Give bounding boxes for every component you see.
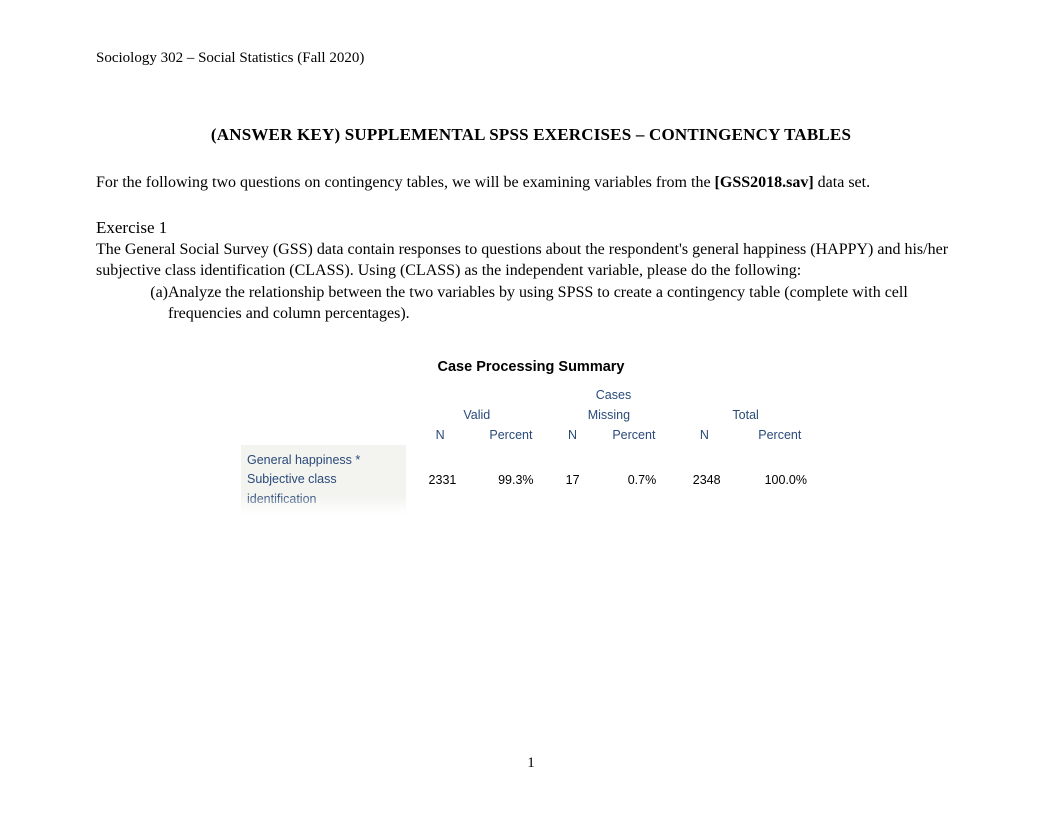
sub-item-text: Analyze the relationship between the two… bbox=[168, 283, 966, 325]
table-group-missing: Missing bbox=[548, 405, 671, 425]
table-col-n: N bbox=[670, 425, 738, 445]
exercise-body: The General Social Survey (GSS) data con… bbox=[96, 240, 966, 325]
document-title: (ANSWER KEY) SUPPLEMENTAL SPSS EXERCISES… bbox=[96, 125, 966, 145]
table-cell: 2348 bbox=[670, 445, 738, 515]
intro-paragraph: For the following two questions on conti… bbox=[96, 173, 966, 194]
page-number: 1 bbox=[0, 755, 1062, 772]
exercise-sub-item: (a) Analyze the relationship between the… bbox=[96, 283, 966, 325]
table-cell: 99.3% bbox=[474, 445, 547, 515]
table-cell: 17 bbox=[548, 445, 598, 515]
table-cell: 0.7% bbox=[598, 445, 671, 515]
table-col-percent: Percent bbox=[474, 425, 547, 445]
table-col-percent: Percent bbox=[739, 425, 821, 445]
page: Sociology 302 – Social Statistics (Fall … bbox=[0, 0, 1062, 822]
exercise-label: Exercise 1 bbox=[96, 218, 966, 238]
course-header: Sociology 302 – Social Statistics (Fall … bbox=[96, 50, 966, 67]
sub-item-marker: (a) bbox=[96, 283, 168, 325]
table-cell: 100.0% bbox=[739, 445, 821, 515]
case-processing-summary-table: Cases Valid Missing Total N Percent N Pe… bbox=[241, 385, 821, 515]
table-group-valid: Valid bbox=[406, 405, 548, 425]
table-group-total: Total bbox=[670, 405, 821, 425]
table-row-label: General happiness * Subjective class ide… bbox=[241, 445, 406, 515]
table-col-n: N bbox=[406, 425, 474, 445]
spss-table-title: Case Processing Summary bbox=[241, 359, 821, 375]
table-col-n: N bbox=[548, 425, 598, 445]
spss-table-wrap: Case Processing Summary Cases Valid Miss… bbox=[241, 359, 821, 515]
table-col-percent: Percent bbox=[598, 425, 671, 445]
exercise-body-text: The General Social Survey (GSS) data con… bbox=[96, 241, 948, 279]
table-row: General happiness * Subjective class ide… bbox=[241, 445, 821, 515]
intro-suffix: data set. bbox=[814, 174, 870, 191]
dataset-name: [GSS2018.sav] bbox=[715, 174, 814, 191]
table-super-header: Cases bbox=[406, 385, 821, 405]
intro-prefix: For the following two questions on conti… bbox=[96, 174, 715, 191]
table-cell: 2331 bbox=[406, 445, 474, 515]
